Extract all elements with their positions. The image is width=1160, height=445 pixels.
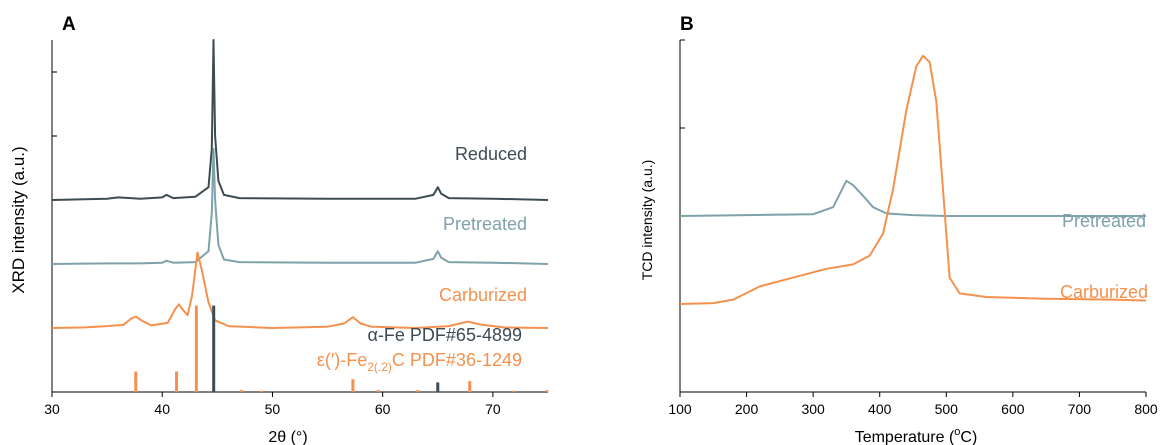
x-tick-label: 300 xyxy=(801,401,825,417)
x-tick-label: 600 xyxy=(1001,401,1025,417)
x-tick-label: 70 xyxy=(485,401,501,417)
reference-label-alpha-fe: α-Fe PDF#65-4899 xyxy=(368,325,522,345)
x-tick-label: 500 xyxy=(935,401,959,417)
x-tick-label: 60 xyxy=(375,401,391,417)
ref2-text-main: ε(′)-Fe xyxy=(317,350,367,370)
x-tick-label: 100 xyxy=(668,401,692,417)
series-pretreated xyxy=(51,147,549,265)
series-label-pretreated-b: Pretreated xyxy=(1062,211,1146,231)
y-axis-title-a: XRD intensity (a.u.) xyxy=(9,146,28,293)
series-carburized xyxy=(51,251,549,329)
x-axis-title-b: Temperature (oC) xyxy=(855,426,978,445)
x-axis-title-b-main: Temperature ( xyxy=(855,429,955,445)
x-tick-label: 40 xyxy=(154,401,170,417)
panel-label-a: A xyxy=(62,14,76,35)
series-reduced xyxy=(51,39,549,201)
series-b-carburized xyxy=(679,54,1147,305)
x-tick-label: 50 xyxy=(265,401,281,417)
panel-a-axes: 30 40 50 60 70 xyxy=(44,40,548,417)
x-axis-title-b-sup: o xyxy=(954,426,960,438)
series-b-pretreated xyxy=(679,179,1146,217)
ref2-text-end: C PDF#36-1249 xyxy=(392,350,522,370)
series-label-carburized-b: Carburized xyxy=(1060,282,1148,302)
panel-b: B 100 200 300 400 500 600 700 800 Pretreated Ca… xyxy=(639,14,1158,445)
x-tick-label: 700 xyxy=(1068,401,1092,417)
panel-a-series xyxy=(51,39,549,329)
ref2-subscript: 2(.2) xyxy=(367,360,392,374)
panel-b-series xyxy=(679,54,1147,305)
panel-a-reference-patterns xyxy=(134,305,549,392)
series-label-pretreated: Pretreated xyxy=(443,214,527,234)
x-tick-label: 400 xyxy=(868,401,892,417)
panel-label-b: B xyxy=(680,14,694,35)
x-tick-label: 200 xyxy=(735,401,759,417)
series-label-carburized: Carburized xyxy=(439,285,527,305)
x-axis-title-b-end: C) xyxy=(960,429,977,445)
x-tick-label: 30 xyxy=(44,401,60,417)
x-tick-label: 800 xyxy=(1134,401,1158,417)
reference-label-epsilon-carbide: ε(′)-Fe2(.2)C PDF#36-1249 xyxy=(317,350,522,374)
series-label-reduced: Reduced xyxy=(455,144,527,164)
y-axis-title-b: TCD intensity (a.u.) xyxy=(639,160,655,281)
panel-a: A 30 40 50 60 70 Reduced Pretreated Carburiz… xyxy=(9,14,549,445)
x-axis-title-a: 2θ (°) xyxy=(268,429,307,445)
